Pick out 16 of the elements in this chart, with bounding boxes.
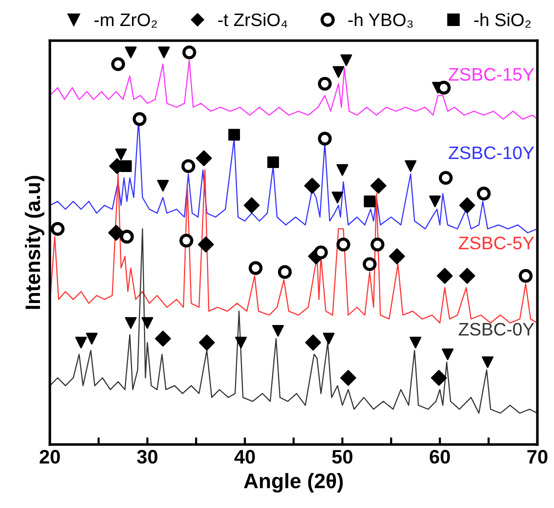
legend-label: -t ZrSiO₄ [218, 12, 288, 28]
x-tick-label: 20 [40, 450, 60, 464]
series-label: ZSBC-10Y [448, 146, 534, 160]
series-label: ZSBC-5Y [458, 236, 534, 250]
series-label: ZSBC-15Y [448, 68, 534, 81]
legend-label: -h YBO₃ [348, 12, 413, 28]
series-label: ZSBC-0Y [458, 322, 534, 336]
x-axis-title: Angle (2θ) [244, 473, 343, 493]
x-tick-label: 50 [332, 450, 352, 464]
legend-label: -h SiO₂ [474, 12, 531, 28]
y-axis-title: Intensity (a.u) [24, 176, 44, 309]
x-tick-label: 60 [430, 450, 450, 464]
x-tick-label: 70 [527, 450, 548, 464]
x-tick-label: 30 [137, 450, 158, 464]
legend-label: -m ZrO₂ [94, 13, 157, 28]
x-tick-label: 40 [234, 450, 255, 464]
